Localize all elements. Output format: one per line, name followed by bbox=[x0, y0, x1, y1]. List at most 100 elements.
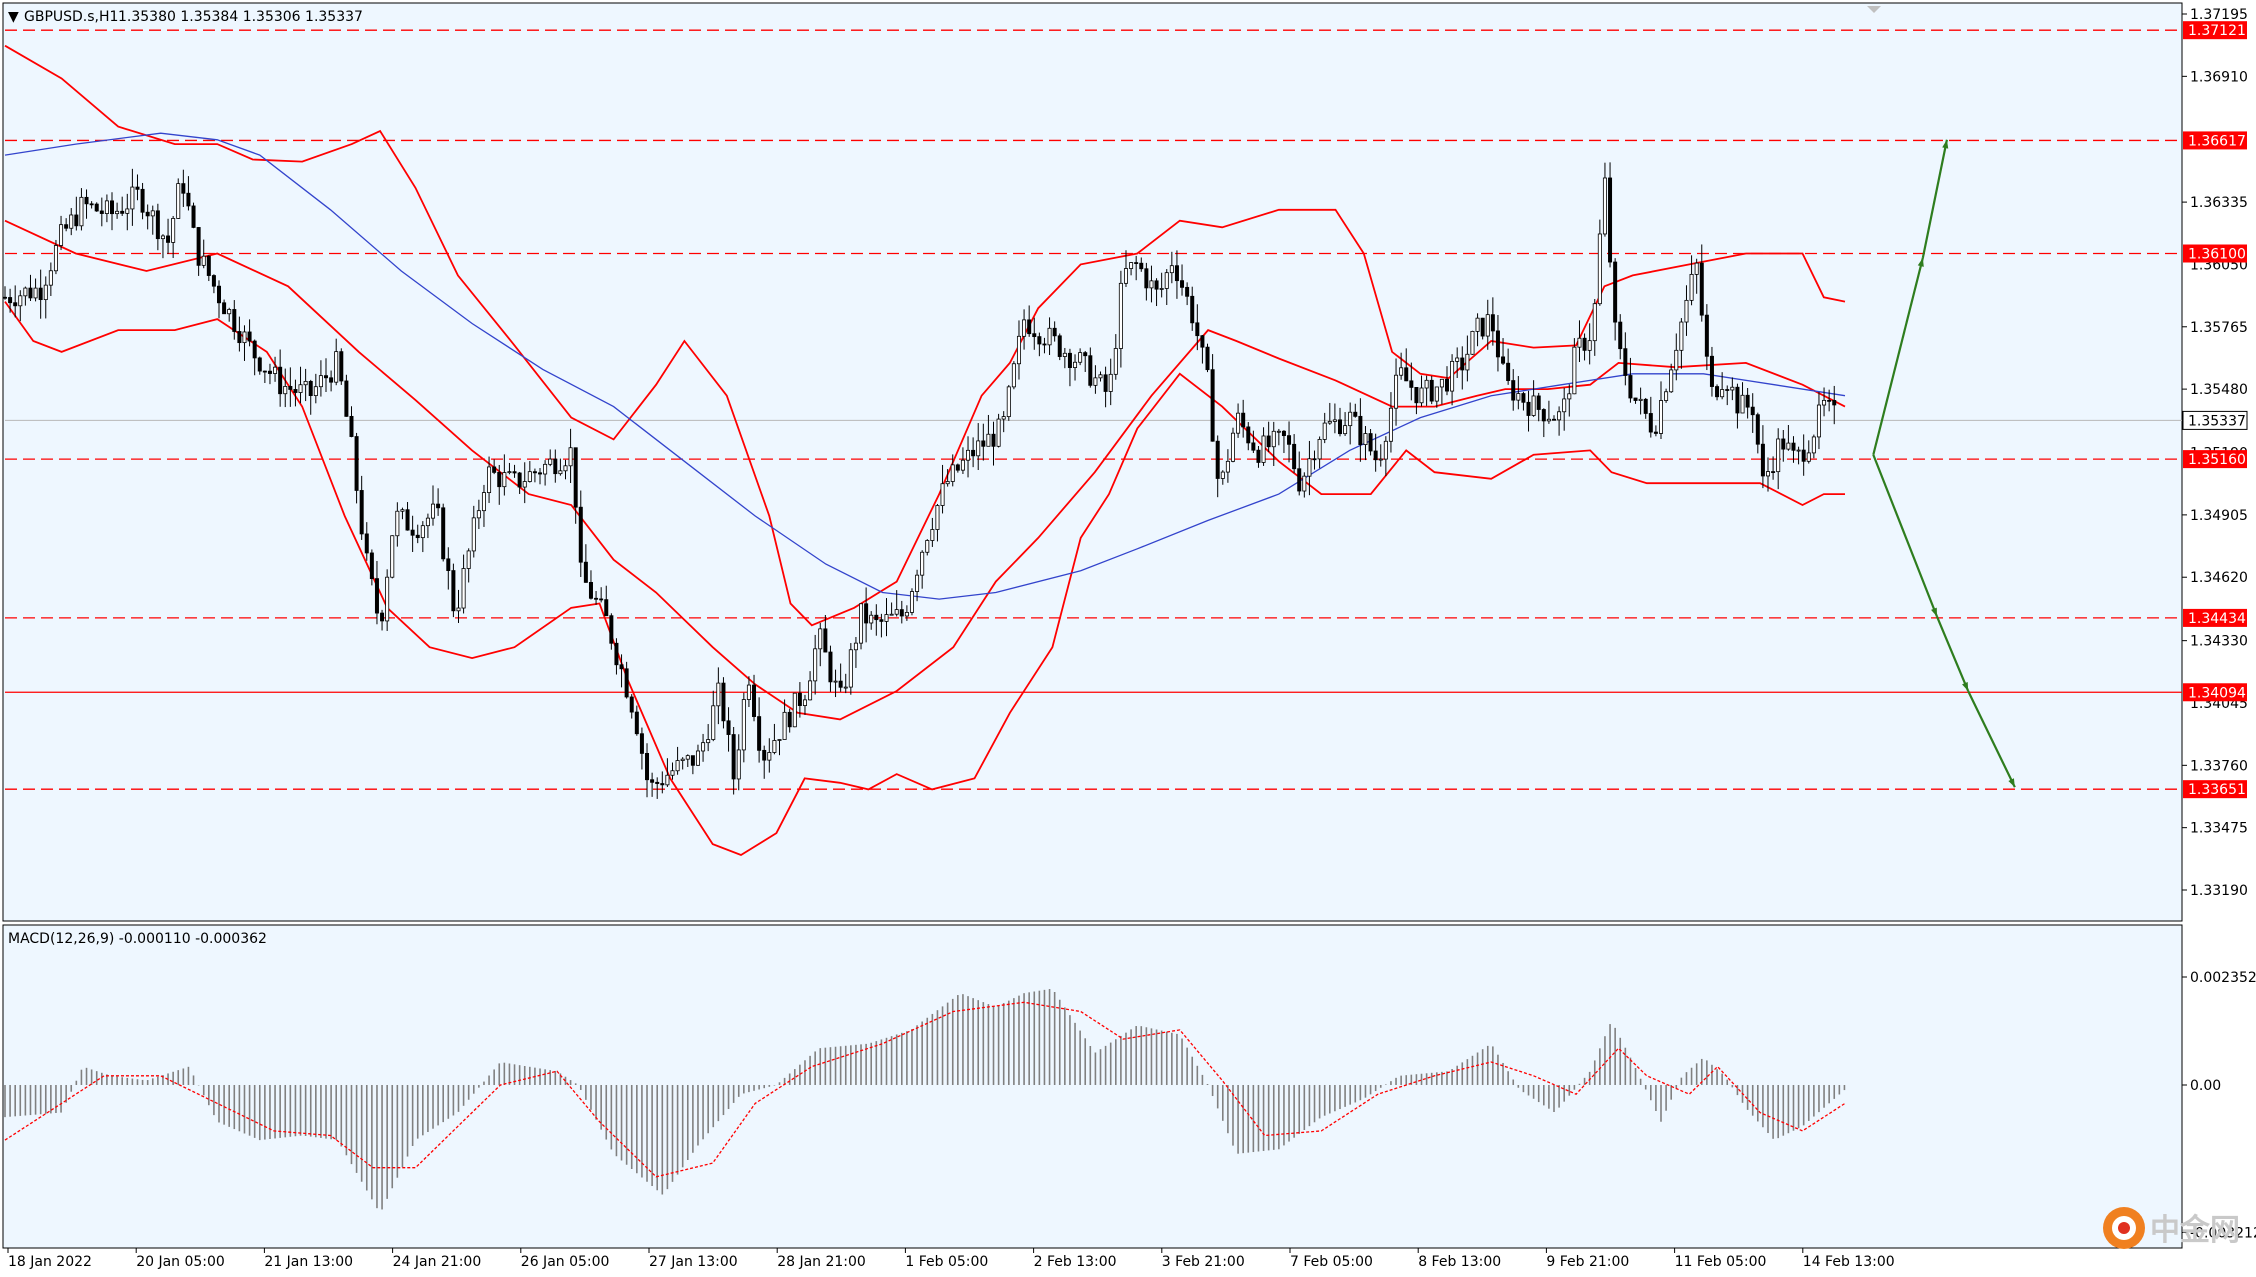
candle-body bbox=[99, 210, 104, 214]
candle-body bbox=[1541, 409, 1546, 422]
candle-body bbox=[711, 705, 716, 740]
candle-body bbox=[731, 734, 736, 780]
candle-body bbox=[1251, 442, 1256, 451]
candle-body bbox=[609, 615, 614, 644]
candle-body bbox=[899, 609, 904, 617]
symbol-label: GBPUSD.s,H1 bbox=[24, 9, 118, 25]
candle-body bbox=[1776, 438, 1781, 473]
candle-body bbox=[1653, 431, 1658, 434]
candle-body bbox=[976, 440, 981, 457]
price-level-tag bbox=[2183, 131, 2247, 150]
candle-body bbox=[1480, 317, 1485, 337]
price-panel[interactable] bbox=[2, 2, 2183, 922]
candle-body bbox=[1602, 177, 1607, 235]
candle-body bbox=[1444, 378, 1449, 392]
candle-body bbox=[818, 628, 823, 650]
candle-body bbox=[334, 351, 339, 383]
price-level-tag-label: 1.36617 bbox=[2188, 133, 2246, 149]
candle-body bbox=[1771, 471, 1776, 473]
candle-body bbox=[1108, 373, 1113, 392]
candle-body bbox=[583, 561, 588, 583]
candle-body bbox=[1827, 399, 1832, 402]
candle-body bbox=[318, 375, 323, 388]
macd-y-tick-label: -0.003212 bbox=[2190, 1225, 2256, 1241]
candle-body bbox=[115, 210, 120, 215]
candle-body bbox=[425, 517, 430, 527]
y-tick-label: 1.33760 bbox=[2190, 758, 2248, 774]
candle-body bbox=[374, 578, 379, 614]
candle-body bbox=[43, 284, 48, 301]
candle-body bbox=[1669, 369, 1674, 393]
candle-body bbox=[1353, 411, 1358, 417]
projection-arrow-line[interactable] bbox=[1872, 257, 1924, 456]
candle-body bbox=[1332, 419, 1337, 422]
candle-body bbox=[716, 682, 721, 707]
candle-body bbox=[1312, 458, 1317, 461]
candle-body bbox=[695, 750, 700, 766]
candle-body bbox=[242, 331, 247, 344]
macd-signal-line bbox=[4, 1001, 1846, 1178]
candle-body bbox=[390, 535, 395, 578]
candle-body bbox=[746, 684, 751, 700]
macd-panel[interactable] bbox=[2, 924, 2183, 1249]
candle-body bbox=[1633, 397, 1638, 401]
candle-body bbox=[145, 211, 150, 217]
candle-body bbox=[1388, 407, 1393, 442]
projection-arrow-line[interactable] bbox=[1967, 690, 2016, 788]
x-axis-labels: 18 Jan 2022 20 Jan 05:00 21 Jan 13:00 24 Ja… bbox=[7, 1248, 1895, 1270]
candle-body bbox=[797, 692, 802, 706]
candle-body bbox=[64, 224, 69, 229]
candle-body bbox=[1730, 386, 1735, 391]
candle-body bbox=[1337, 419, 1342, 435]
candle-body bbox=[848, 649, 853, 688]
candle-body bbox=[273, 366, 278, 374]
projection-arrow-line[interactable] bbox=[1935, 616, 1970, 692]
x-tick-label: 20 Jan 05:00 bbox=[136, 1254, 225, 1270]
candle-body bbox=[1276, 430, 1281, 433]
candle-body bbox=[1608, 177, 1613, 263]
candle-body bbox=[1684, 299, 1689, 323]
candle-body bbox=[1348, 411, 1353, 427]
price-level-tag-label: 1.35160 bbox=[2188, 452, 2246, 468]
candle-body bbox=[507, 471, 512, 474]
candle-body bbox=[1664, 391, 1669, 401]
candle-body bbox=[211, 275, 216, 287]
candle-body bbox=[639, 733, 644, 754]
candle-body bbox=[410, 529, 415, 536]
candle-body bbox=[813, 648, 818, 682]
candle-body bbox=[1042, 343, 1047, 346]
chart-shift-marker-icon[interactable] bbox=[1867, 6, 1881, 13]
candle-body bbox=[517, 472, 522, 488]
candle-body bbox=[140, 188, 145, 213]
candle-body bbox=[721, 682, 726, 722]
candle-body bbox=[466, 550, 471, 569]
projection-arrow-line[interactable] bbox=[1872, 454, 1939, 617]
candle-body bbox=[349, 415, 354, 437]
candle-body bbox=[166, 235, 171, 243]
y-tick-label: 1.36910 bbox=[2190, 69, 2248, 85]
candle-body bbox=[18, 295, 23, 307]
candle-body bbox=[1281, 430, 1286, 437]
candle-body bbox=[527, 471, 532, 482]
candle-body bbox=[1725, 389, 1730, 391]
candle-body bbox=[150, 210, 155, 217]
candle-body bbox=[915, 574, 920, 592]
candle-body bbox=[833, 680, 838, 683]
candle-body bbox=[680, 758, 685, 761]
projection-arrow-line[interactable] bbox=[1921, 139, 1948, 259]
candle-body bbox=[1455, 357, 1460, 362]
candle-body bbox=[1414, 387, 1419, 404]
candle-body bbox=[599, 598, 604, 601]
candle-body bbox=[1567, 393, 1572, 400]
candle-body bbox=[59, 224, 64, 246]
x-tick-label: 21 Jan 13:00 bbox=[264, 1254, 353, 1270]
current-price-tag bbox=[2182, 410, 2248, 430]
candle-body bbox=[1704, 314, 1709, 357]
macd-y-tick-label: 0.00 bbox=[2190, 1078, 2221, 1094]
candle-body bbox=[772, 740, 777, 753]
x-tick-label: 3 Feb 21:00 bbox=[1162, 1254, 1245, 1270]
candle-body bbox=[461, 568, 466, 609]
candle-body bbox=[538, 472, 543, 475]
bollinger-upper-line bbox=[4, 44, 1846, 627]
